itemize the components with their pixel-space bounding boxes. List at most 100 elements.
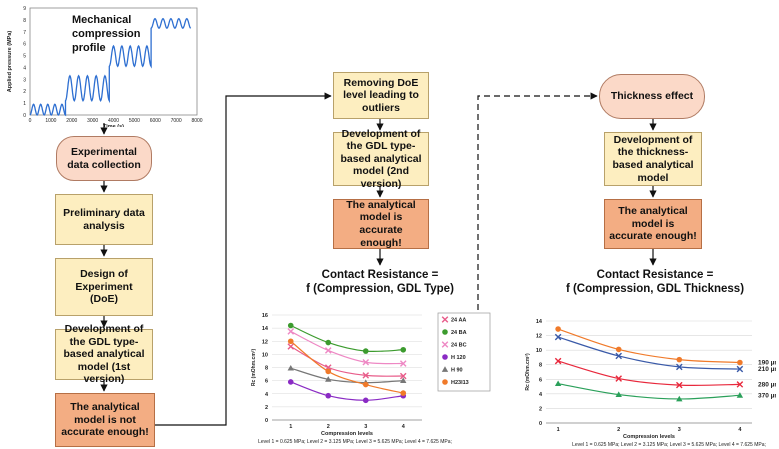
- data-point: [325, 368, 332, 375]
- series-line: [290, 367, 404, 384]
- data-point: [324, 347, 332, 354]
- x-tick-label: 3: [678, 427, 681, 433]
- series-end-label: 210 µm: [758, 366, 776, 373]
- data-point: [615, 346, 622, 353]
- series-line: [290, 340, 404, 394]
- model-not-accurate-box: The analytical model is not accurate eno…: [55, 393, 155, 447]
- y-tick-label: 12: [262, 339, 268, 345]
- x-tick-label: 3: [364, 424, 367, 430]
- series-line: [557, 360, 740, 387]
- y-tick-label: 0: [23, 113, 26, 119]
- legend-marker: [441, 341, 449, 348]
- y-tick-label: 10: [262, 352, 268, 358]
- experimental-data-collection-box: Experimental data collection: [56, 136, 152, 181]
- design-of-experiment-box: Design of Experiment (DoE): [55, 258, 153, 316]
- y-tick-label: 2: [265, 405, 268, 411]
- data-point: [400, 377, 407, 384]
- x-tick-label: 8000: [191, 118, 202, 124]
- y-tick-label: 4: [265, 392, 269, 398]
- cr2-line2: f (Compression, GDL Thickness): [565, 283, 745, 296]
- y-tick-label: 5: [23, 54, 26, 60]
- cr2-line1: Contact Resistance =: [596, 269, 714, 281]
- y-tick-label: 16: [262, 313, 268, 319]
- data-point: [287, 343, 295, 350]
- cr1-line1: Contact Resistance =: [321, 269, 439, 281]
- y-tick-label: 14: [262, 326, 269, 332]
- y-tick-label: 9: [23, 6, 26, 12]
- x-axis-label: Compression levels: [321, 431, 373, 437]
- data-point: [287, 338, 294, 345]
- series-line: [557, 328, 740, 364]
- contact-resistance-title-2: Contact Resistance = f (Compression, GDL…: [550, 268, 760, 297]
- y-tick-label: 6: [23, 42, 26, 48]
- series-end-label: 280 µm: [758, 381, 776, 388]
- removing-doe-level-box: Removing DoE level leading to outliers: [333, 72, 429, 119]
- y-tick-label: 8: [23, 18, 26, 24]
- legend-label: 24 AA: [451, 318, 466, 324]
- data-point: [736, 381, 744, 388]
- y-tick-label: 2: [23, 89, 26, 95]
- legend-label: 24 BA: [451, 330, 467, 336]
- data-point: [554, 357, 562, 365]
- y-tick-label: 12: [536, 334, 542, 340]
- compression-profile-chart: 0 1 2 3 4 5 6 7 8 9 0 1000 2000 3000 4000 5000 6000 7000 8…: [7, 6, 203, 127]
- data-point: [676, 356, 683, 363]
- model-accurate-box-2: The analytical model is accurate enough!: [604, 199, 702, 249]
- y-tick-label: 0: [265, 418, 268, 424]
- series-end-label: 190 µm: [758, 360, 776, 367]
- y-tick-label: 2: [539, 406, 542, 412]
- y-tick-label: 7: [23, 30, 26, 36]
- legend-box: [437, 312, 491, 392]
- series-line: [290, 381, 404, 401]
- series-line: [557, 336, 740, 370]
- y-tick-label: 4: [23, 65, 26, 71]
- data-point: [675, 381, 683, 389]
- data-point: [362, 381, 369, 388]
- y-tick-label: 8: [265, 366, 268, 372]
- data-point: [325, 376, 332, 382]
- legend-label: H23I13: [451, 380, 469, 386]
- y-tick-label: 1: [23, 101, 26, 107]
- data-point: [554, 333, 562, 341]
- data-point: [400, 346, 407, 353]
- data-point: [362, 348, 369, 354]
- x-tick-label: 4: [738, 427, 742, 433]
- series-line: [290, 330, 404, 365]
- data-point: [554, 380, 562, 387]
- y-tick-label: 3: [23, 77, 26, 83]
- y-tick-label: 6: [539, 377, 542, 383]
- x-tick-label: 4: [402, 424, 406, 430]
- data-point: [287, 379, 294, 385]
- data-point: [399, 360, 407, 367]
- series-line: [558, 383, 740, 400]
- thickness-effect-box: Thickness effect: [599, 74, 705, 119]
- x-tick-label: 3000: [87, 118, 98, 124]
- legend-label: H 90: [451, 368, 463, 374]
- x-tick-label: 1: [557, 427, 560, 433]
- x-tick-label: 1000: [45, 118, 56, 124]
- data-point: [287, 364, 294, 371]
- data-point: [736, 392, 744, 398]
- data-point: [555, 326, 561, 332]
- data-point: [675, 363, 683, 371]
- series-line: [290, 345, 404, 377]
- data-point: [400, 390, 407, 396]
- y-tick-label: 4: [539, 392, 543, 398]
- connector-notacc-to-remove: [155, 92, 332, 426]
- y-axis-label: Rc (mOhm.cm²): [525, 353, 531, 391]
- x-tick-label: 4000: [108, 118, 119, 124]
- profile-title: Mechanical compression profile: [72, 14, 141, 54]
- pressure-profile-line: [29, 17, 192, 117]
- data-point: [362, 372, 370, 379]
- data-point: [287, 322, 294, 329]
- x-tick-label: 0: [29, 118, 32, 124]
- legend-marker: [442, 329, 448, 335]
- footnote-levels: Level 1 = 0.625 MPa; Level 2 = 3.125 MPa…: [258, 439, 452, 445]
- legend-marker: [442, 379, 448, 385]
- y-tick-label: 0: [539, 421, 542, 427]
- legend-marker: [441, 316, 449, 323]
- series-end-label: 370 µm: [758, 392, 776, 399]
- data-point: [399, 372, 407, 380]
- series-line: [290, 324, 404, 353]
